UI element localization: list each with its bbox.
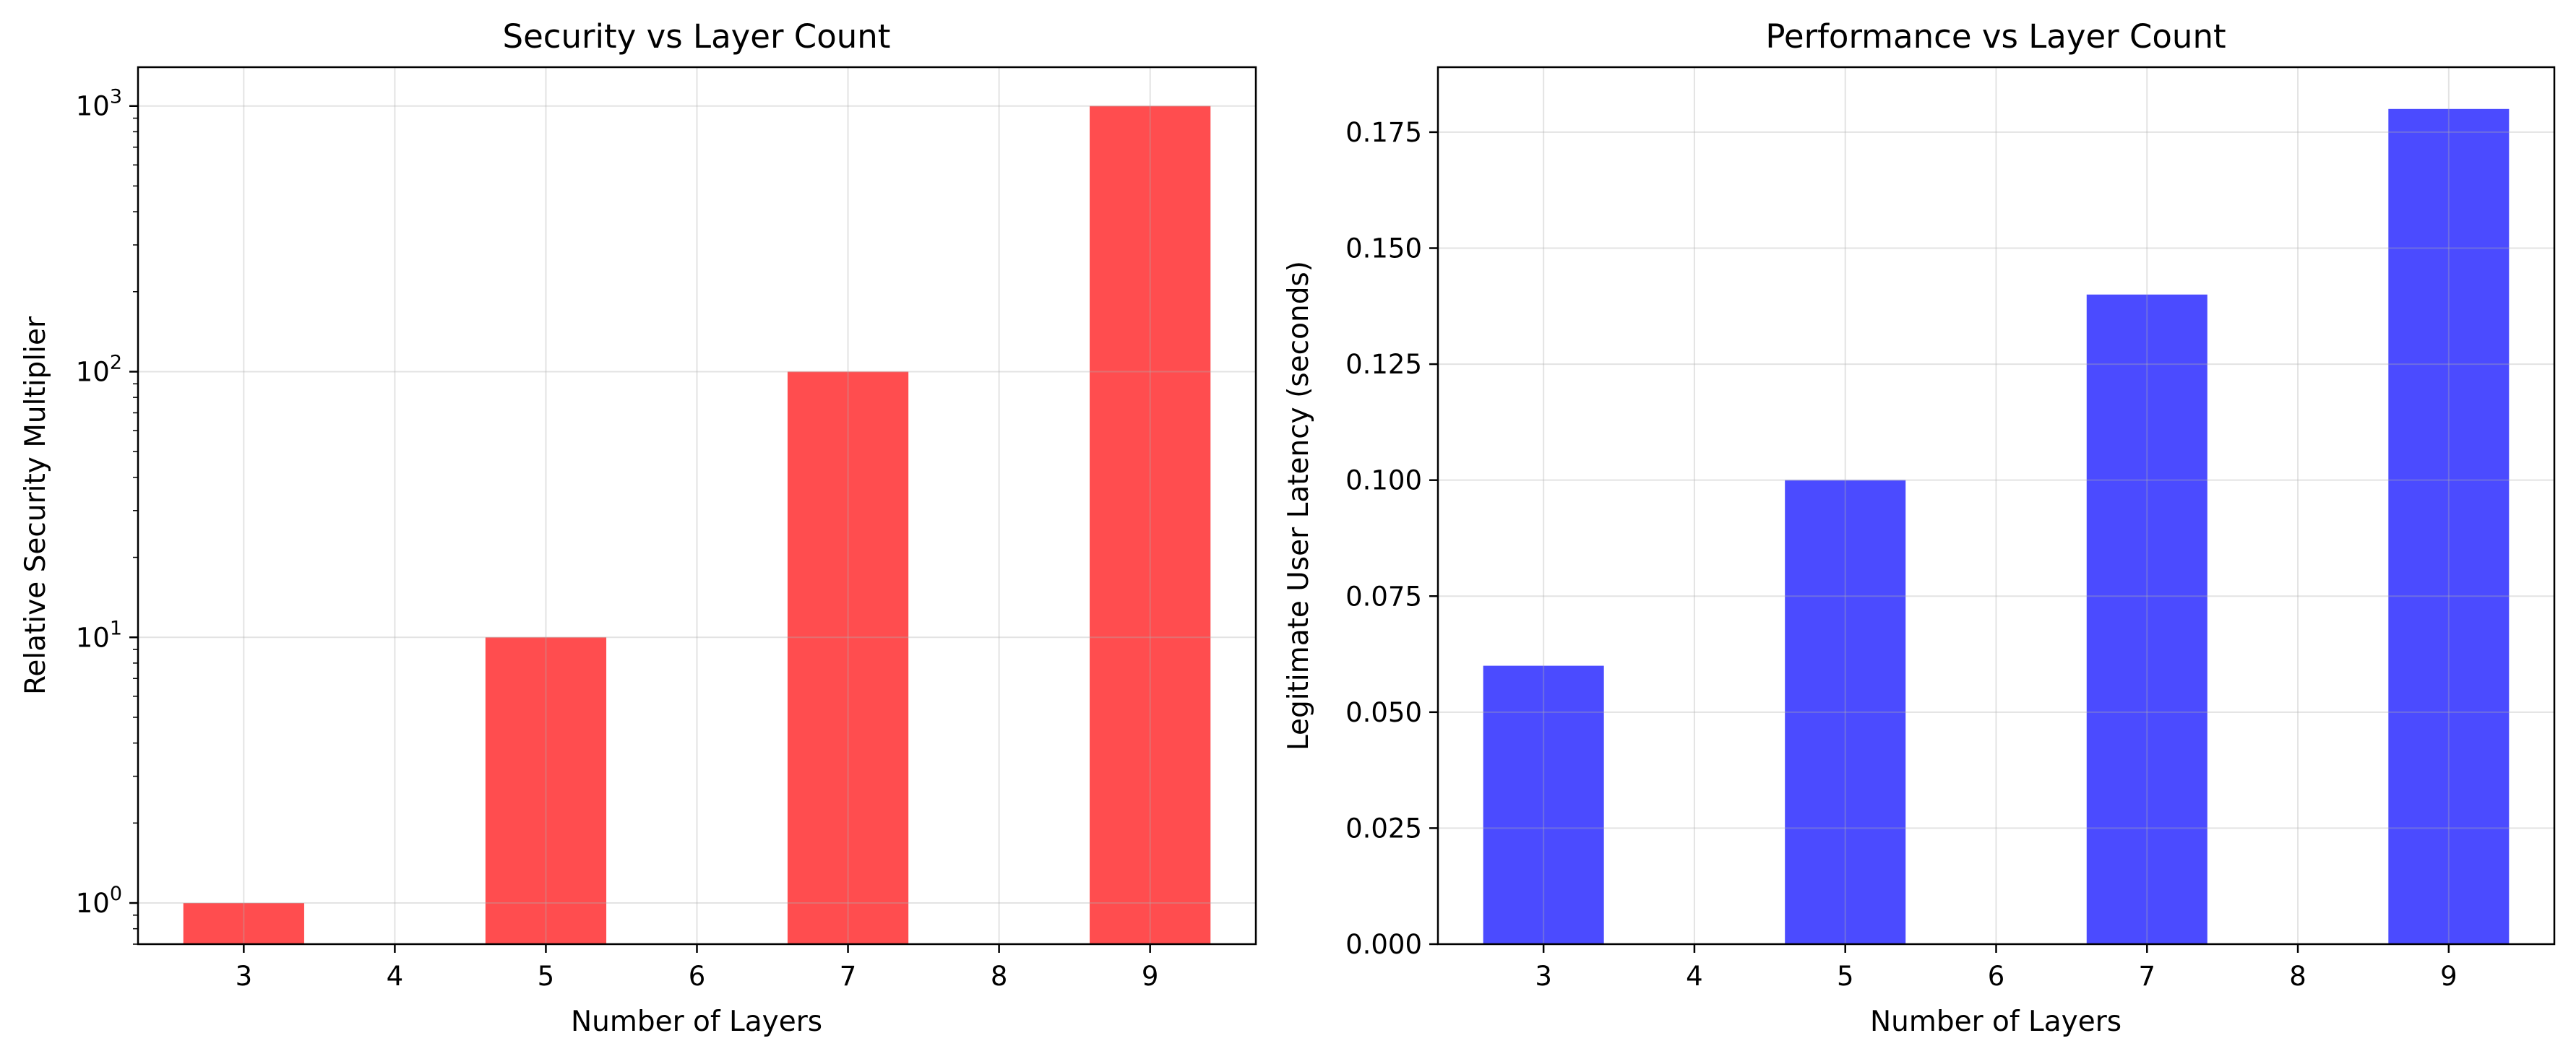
performance-y-tick-label: 0.050 [1345, 697, 1422, 728]
performance-y-tick-label: 0.100 [1345, 465, 1422, 496]
performance-x-tick-label: 3 [1535, 961, 1552, 992]
performance-chart-panel: Performance vs Layer Count Number of Lay… [1283, 17, 2556, 1038]
security-x-tick-label: 7 [840, 961, 857, 992]
security-chart-panel: Security vs Layer Count Number of Layers… [20, 17, 1257, 1038]
security-y-tick-label: 100 [76, 883, 122, 919]
performance-y-tick-label: 0.025 [1345, 813, 1422, 844]
performance-bar [1785, 480, 1906, 944]
performance-bar [2388, 108, 2510, 944]
performance-x-tick-label: 9 [2440, 961, 2457, 992]
performance-x-tick-label: 8 [2289, 961, 2306, 992]
security-y-axis-label: Relative Security Multiplier [20, 316, 52, 695]
security-y-tick-label: 101 [76, 617, 122, 653]
security-bar [485, 637, 607, 944]
performance-bar [2086, 294, 2207, 945]
performance-y-tick-label: 0.175 [1345, 117, 1422, 148]
security-x-tick-label: 8 [991, 961, 1008, 992]
performance-y-tick-label: 0.150 [1345, 233, 1422, 264]
security-y-tick-label: 102 [76, 352, 122, 388]
performance-y-tick-label: 0.000 [1345, 929, 1422, 960]
performance-y-axis-label: Legitimate User Latency (seconds) [1283, 261, 1315, 751]
performance-y-tick-label: 0.075 [1345, 581, 1422, 612]
performance-x-tick-label: 6 [1988, 961, 2005, 992]
performance-x-tick-label: 5 [1837, 961, 1854, 992]
performance-y-tick-label: 0.125 [1345, 349, 1422, 380]
security-x-tick-label: 4 [387, 961, 404, 992]
security-x-tick-label: 5 [538, 961, 555, 992]
security-chart-title: Security vs Layer Count [503, 17, 891, 56]
security-x-tick-label: 3 [236, 961, 253, 992]
security-bar [1090, 105, 1211, 945]
performance-bar [1483, 665, 1604, 944]
performance-x-tick-label: 7 [2139, 961, 2156, 992]
performance-x-tick-label: 4 [1686, 961, 1703, 992]
performance-x-axis-label: Number of Layers [1870, 1006, 2121, 1038]
security-x-tick-label: 9 [1142, 961, 1159, 992]
security-x-tick-label: 6 [689, 961, 706, 992]
security-y-tick-label: 103 [76, 86, 122, 122]
security-x-axis-label: Number of Layers [571, 1006, 822, 1038]
performance-chart-title: Performance vs Layer Count [1765, 17, 2226, 56]
security-bar [787, 371, 909, 944]
security-bar [183, 903, 304, 944]
